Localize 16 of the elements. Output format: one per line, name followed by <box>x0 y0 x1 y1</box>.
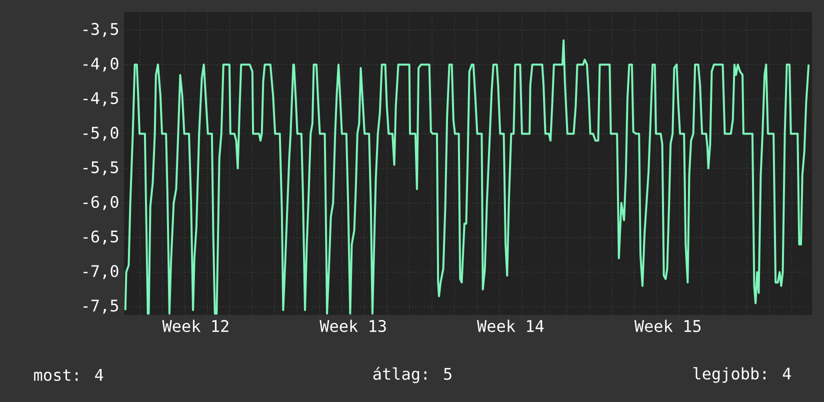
y-tick-label: -4,0 <box>84 58 118 72</box>
x-tick-label: Week 14 <box>477 320 544 332</box>
x-tick-label: Week 15 <box>634 320 701 332</box>
x-tick-label: Week 12 <box>162 320 228 332</box>
y-tick-label: -4,5 <box>84 92 118 106</box>
x-tick-label: Week 13 <box>320 320 386 332</box>
text: átlag: 5 <box>373 366 452 384</box>
y-tick-label: -7,0 <box>84 265 118 280</box>
text: legjobb: 4 <box>693 367 791 383</box>
text: most: 4 <box>34 369 104 381</box>
y-tick-label: -3,5 <box>84 22 118 38</box>
y-tick-label: -6,5 <box>84 230 118 245</box>
y-tick-label: -7,5 <box>84 300 118 314</box>
y-tick-label: -5,5 <box>84 161 118 176</box>
y-tick-label: -5,0 <box>84 126 118 141</box>
y-tick-label: -6,0 <box>84 196 118 210</box>
